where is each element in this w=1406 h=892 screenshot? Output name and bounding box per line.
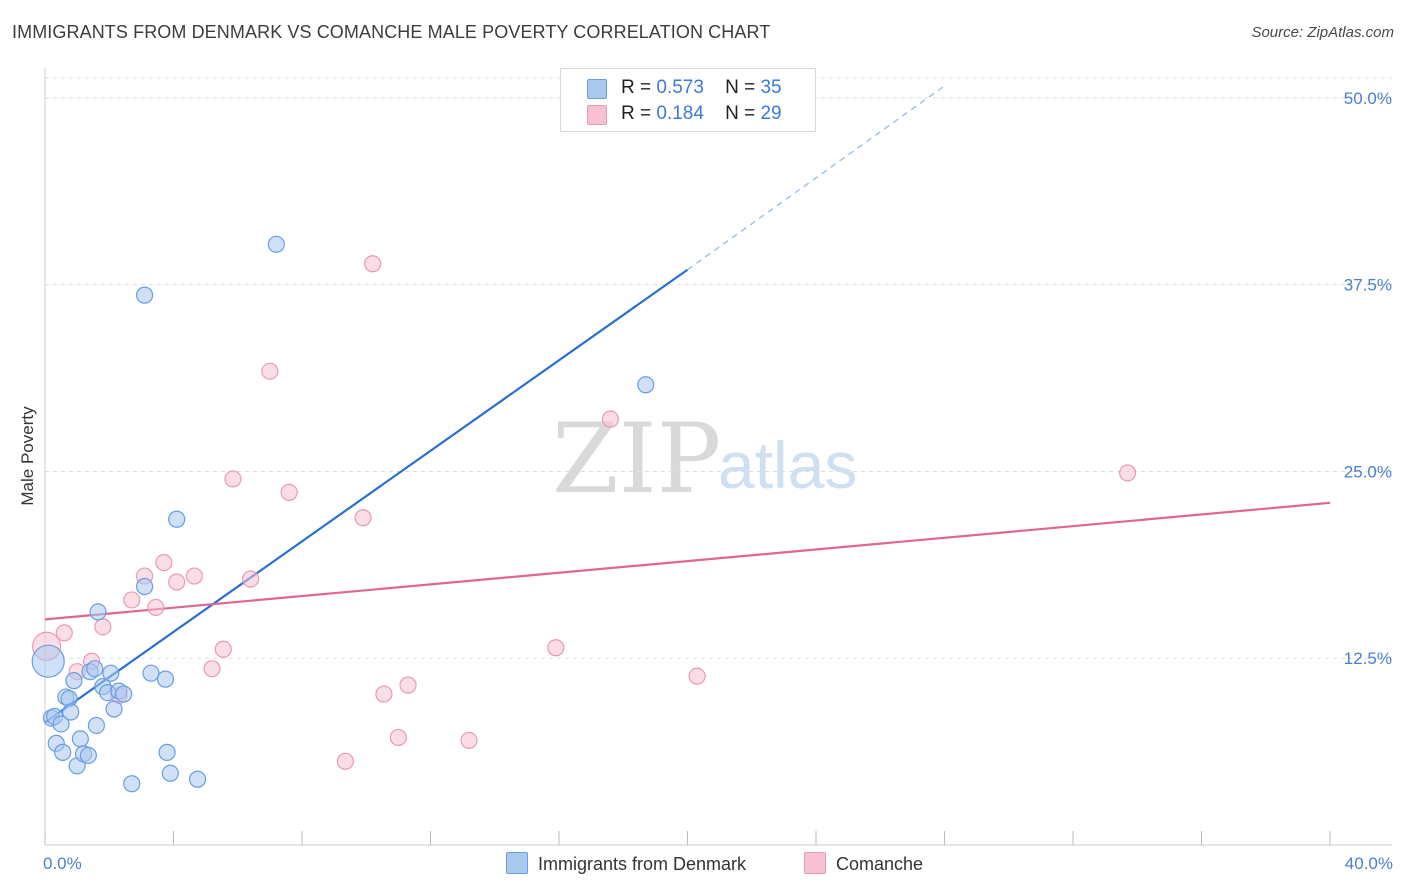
legend-n-value: 29 bbox=[760, 103, 782, 124]
data-point-denmark bbox=[52, 715, 70, 733]
data-point-comanche bbox=[280, 483, 298, 501]
data-point-denmark bbox=[105, 700, 123, 718]
bottom-legend-comanche: Comanche bbox=[804, 852, 923, 875]
data-point-denmark bbox=[71, 730, 89, 748]
legend-n-label: N = bbox=[725, 103, 756, 124]
y-tick-label: 37.5% bbox=[1344, 276, 1392, 295]
data-point-comanche bbox=[94, 618, 112, 636]
data-point-comanche bbox=[547, 639, 565, 657]
data-point-comanche bbox=[123, 591, 141, 609]
data-point-comanche bbox=[354, 509, 372, 527]
legend-r-label: R = bbox=[621, 103, 652, 124]
data-point-denmark bbox=[54, 743, 72, 761]
data-point-denmark bbox=[31, 644, 65, 678]
bottom-legend-label: Immigrants from Denmark bbox=[538, 854, 747, 874]
data-point-comanche bbox=[155, 553, 173, 572]
legend-r-label: R = bbox=[621, 77, 652, 98]
x-tick-label: 40.0% bbox=[1345, 854, 1393, 873]
data-point-denmark bbox=[79, 746, 97, 764]
data-point-comanche bbox=[261, 362, 279, 380]
legend-r-value: 0.184 bbox=[656, 103, 704, 124]
data-point-denmark bbox=[135, 286, 154, 304]
data-point-comanche bbox=[214, 640, 232, 658]
data-point-denmark bbox=[142, 664, 160, 682]
data-point-denmark bbox=[135, 577, 154, 596]
watermark-zip: ZIP bbox=[552, 403, 721, 515]
data-point-denmark bbox=[115, 685, 133, 703]
legend-n-label: N = bbox=[725, 77, 756, 98]
bottom-legend-label: Comanche bbox=[836, 854, 924, 874]
data-point-comanche bbox=[203, 660, 221, 678]
data-point-comanche bbox=[147, 598, 165, 617]
legend-text: R = 0.573 N = 35 bbox=[621, 77, 782, 99]
data-points bbox=[31, 235, 1137, 793]
data-point-denmark bbox=[267, 235, 285, 253]
watermark-atlas: atlas bbox=[718, 428, 857, 502]
y-tick-label: 25.0% bbox=[1344, 462, 1392, 481]
data-point-comanche bbox=[55, 624, 73, 642]
data-point-comanche bbox=[389, 728, 407, 747]
trend-line-comanche bbox=[44, 501, 1331, 621]
data-point-denmark bbox=[161, 764, 179, 782]
data-point-comanche bbox=[336, 752, 354, 770]
legend-r-value: 0.573 bbox=[656, 77, 704, 98]
data-point-denmark bbox=[65, 672, 83, 690]
y-tick-label: 12.5% bbox=[1344, 649, 1392, 668]
data-point-comanche bbox=[399, 676, 417, 694]
legend-swatch-pink bbox=[587, 105, 607, 125]
data-point-denmark bbox=[156, 670, 175, 688]
tick-labels: 12.5% 25.0% 37.5% 50.0% 0.0% 40.0% bbox=[43, 89, 1393, 873]
data-point-denmark bbox=[188, 770, 207, 788]
data-point-denmark bbox=[158, 743, 176, 761]
data-point-comanche bbox=[460, 731, 478, 750]
x-tick-label: 0.0% bbox=[43, 854, 82, 873]
bottom-legend-denmark: Immigrants from Denmark bbox=[506, 852, 746, 875]
chart-title: IMMIGRANTS FROM DENMARK VS COMANCHE MALE… bbox=[12, 22, 771, 42]
data-point-denmark bbox=[89, 603, 107, 621]
correlation-legend: R = 0.573 N = 35 R = 0.184 N = 29 bbox=[560, 68, 816, 132]
source-label: Source: ZipAtlas.com bbox=[1251, 24, 1394, 41]
trend-line-denmark-extension bbox=[687, 85, 945, 271]
data-point-comanche bbox=[688, 667, 706, 685]
y-tick-label: 50.0% bbox=[1344, 89, 1392, 108]
data-point-denmark bbox=[637, 376, 655, 394]
legend-swatch-blue bbox=[587, 79, 607, 99]
data-point-comanche bbox=[375, 685, 393, 703]
watermark: ZIP atlas bbox=[552, 403, 857, 515]
grid bbox=[45, 77, 1392, 659]
data-point-comanche bbox=[601, 410, 620, 428]
legend-n-value: 35 bbox=[760, 77, 782, 98]
data-point-comanche bbox=[242, 570, 260, 588]
data-point-comanche bbox=[224, 470, 242, 488]
data-point-denmark bbox=[87, 716, 106, 735]
legend-text: R = 0.184 N = 29 bbox=[621, 103, 782, 125]
data-point-comanche bbox=[185, 567, 203, 585]
bottom-legend-swatch-pink bbox=[804, 852, 826, 874]
data-point-comanche bbox=[364, 255, 382, 273]
data-point-denmark bbox=[123, 775, 141, 793]
data-point-comanche bbox=[1119, 464, 1137, 482]
data-point-denmark bbox=[168, 510, 186, 528]
bottom-legend-swatch-blue bbox=[506, 852, 528, 874]
data-point-denmark bbox=[62, 703, 80, 721]
data-point-denmark bbox=[86, 660, 104, 678]
data-point-comanche bbox=[168, 573, 186, 591]
trend-line-denmark bbox=[44, 268, 689, 724]
data-point-denmark bbox=[102, 664, 120, 682]
trend-lines bbox=[44, 85, 1331, 724]
